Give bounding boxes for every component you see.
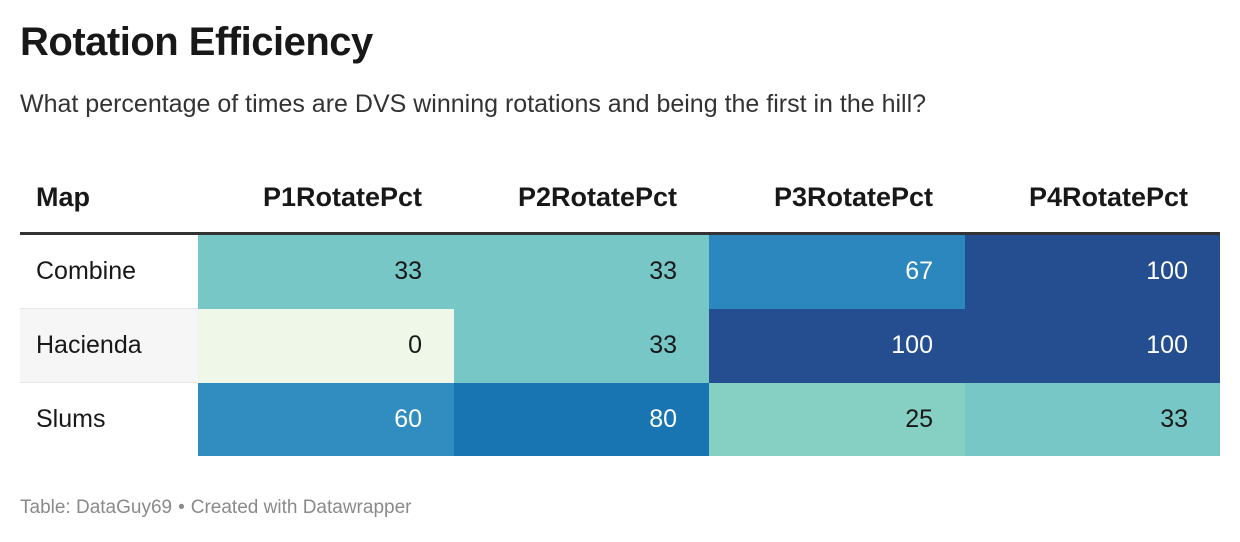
footer-credit[interactable]: Created with Datawrapper bbox=[190, 497, 412, 518]
heatmap-cell-hacienda-p1rotatepct: 0 bbox=[198, 308, 454, 383]
table-body: Combine 33 33 67 100 Hacienda 0 33 100 100 Slums 60… bbox=[20, 233, 1220, 456]
column-header-p1rotatepct[interactable]: P1RotatePct bbox=[198, 162, 454, 235]
table-row: Slums 60 80 25 33 bbox=[20, 382, 1220, 456]
heatmap-cell-hacienda-p3rotatepct: 100 bbox=[709, 308, 965, 383]
footer-separator: • bbox=[178, 497, 185, 518]
row-label-combine: Combine bbox=[20, 233, 198, 309]
chart-subtitle: What percentage of times are DVS winning… bbox=[20, 90, 927, 118]
heatmap-cell-slums-p2rotatepct: 80 bbox=[454, 382, 709, 456]
heatmap-cell-combine-p4rotatepct: 100 bbox=[965, 233, 1220, 309]
column-header-map[interactable]: Map bbox=[20, 162, 198, 235]
column-header-p3rotatepct[interactable]: P3RotatePct bbox=[709, 162, 965, 235]
heatmap-cell-slums-p3rotatepct: 25 bbox=[709, 382, 965, 456]
column-header-p2rotatepct[interactable]: P2RotatePct bbox=[454, 162, 709, 235]
table-row: Hacienda 0 33 100 100 bbox=[20, 308, 1220, 383]
heatmap-cell-combine-p1rotatepct: 33 bbox=[198, 233, 454, 309]
footer-source: Table: DataGuy69 bbox=[20, 497, 173, 518]
heatmap-cell-hacienda-p2rotatepct: 33 bbox=[454, 308, 709, 383]
heatmap-cell-combine-p3rotatepct: 67 bbox=[709, 233, 965, 309]
heatmap-table-container: Map P1RotatePct P2RotatePct P3RotatePct … bbox=[20, 162, 1220, 456]
heatmap-table: Map P1RotatePct P2RotatePct P3RotatePct … bbox=[20, 162, 1220, 456]
row-label-slums: Slums bbox=[36, 405, 106, 433]
heatmap-cell-slums-p4rotatepct: 33 bbox=[965, 382, 1220, 456]
chart-title: Rotation Efficiency bbox=[20, 20, 373, 64]
heatmap-cell-hacienda-p4rotatepct: 100 bbox=[965, 308, 1220, 383]
heatmap-cell-slums-p1rotatepct: 60 bbox=[198, 382, 454, 456]
chart-footer: Table: DataGuy69 • Created with Datawrappe… bbox=[20, 497, 411, 519]
row-label-hacienda: Hacienda bbox=[20, 308, 198, 383]
table-header: Map P1RotatePct P2RotatePct P3RotatePct … bbox=[20, 162, 1220, 235]
table-row: Combine 33 33 67 100 bbox=[20, 233, 1220, 309]
column-header-p4rotatepct[interactable]: P4RotatePct bbox=[965, 162, 1220, 235]
header-row: Map P1RotatePct P2RotatePct P3RotatePct … bbox=[20, 162, 1220, 235]
heatmap-cell-combine-p2rotatepct: 33 bbox=[454, 233, 709, 309]
